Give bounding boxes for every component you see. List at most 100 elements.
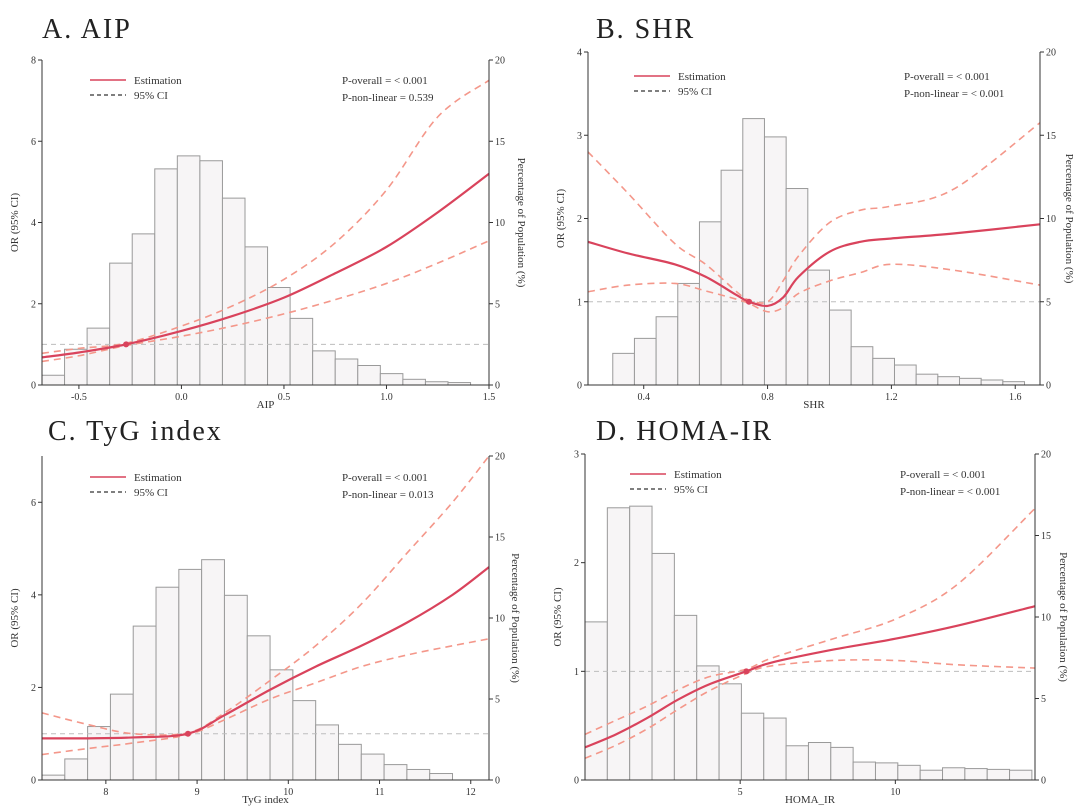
histogram-bar bbox=[893, 364, 917, 386]
histogram-bar bbox=[897, 764, 921, 781]
histogram-bar bbox=[360, 753, 385, 781]
histogram-bar bbox=[312, 350, 336, 386]
histogram-bar bbox=[937, 376, 961, 386]
histogram-bar bbox=[199, 160, 223, 386]
panel-title: A. AIP bbox=[42, 14, 132, 45]
histogram-bar bbox=[41, 774, 66, 781]
histogram-bar bbox=[986, 768, 1011, 781]
estimation-line bbox=[41, 566, 490, 740]
y-tick-label: 1 bbox=[574, 667, 579, 678]
y2-tick-label: 15 bbox=[1046, 131, 1056, 142]
histogram-bar bbox=[850, 346, 874, 386]
histogram-bar bbox=[655, 316, 679, 386]
y-tick-label: 2 bbox=[31, 683, 36, 694]
axes: 0 2 4 6 0 5 10 15 20 8 9 10 11 12 bbox=[31, 452, 505, 799]
histogram-bar bbox=[696, 665, 720, 781]
histogram-bar bbox=[807, 269, 830, 386]
histogram-bar bbox=[629, 505, 653, 781]
histogram-bar bbox=[651, 552, 675, 781]
histogram-bar bbox=[109, 262, 133, 386]
histogram-bar bbox=[86, 327, 111, 386]
panel-title: B. SHR bbox=[596, 14, 695, 45]
histogram-bar bbox=[964, 768, 988, 781]
histogram-bar bbox=[673, 614, 698, 781]
legend-estimation-label: Estimation bbox=[674, 469, 722, 481]
histogram-bar bbox=[223, 594, 248, 781]
histogram-bar bbox=[740, 712, 765, 781]
histogram bbox=[41, 155, 472, 386]
y-tick-label: 2 bbox=[574, 558, 579, 569]
x-tick-label: 0.5 bbox=[278, 392, 291, 403]
panel-title: C. TyG index bbox=[48, 416, 223, 447]
ci-upper-line bbox=[41, 79, 490, 355]
histogram-bar bbox=[132, 625, 157, 781]
y2-tick-label: 0 bbox=[1046, 381, 1051, 392]
histogram-bar bbox=[698, 221, 722, 386]
y2-tick-label: 10 bbox=[1046, 214, 1056, 225]
ci-upper-line bbox=[584, 507, 1036, 736]
axes: 0 2 4 6 8 0 5 10 15 20 -0.5 0.0 0.5 1.0 1.5 bbox=[31, 56, 505, 404]
histogram-bar bbox=[915, 373, 939, 386]
y2-axis-label: Percentage of Population (%) bbox=[1057, 552, 1069, 682]
p-overall-label: P-overall = < 0.001 bbox=[900, 469, 986, 481]
legend: Estimation 95% CI bbox=[630, 469, 722, 496]
histogram-bar bbox=[246, 635, 271, 781]
histogram-bar bbox=[1009, 769, 1033, 781]
x-tick-label: 1.5 bbox=[483, 392, 496, 403]
reference-point bbox=[123, 341, 130, 348]
y2-tick-label: 20 bbox=[1046, 48, 1056, 59]
histogram-bar bbox=[606, 507, 631, 781]
histogram-bar bbox=[402, 378, 426, 386]
p-overall-label: P-overall = < 0.001 bbox=[342, 472, 428, 484]
y-tick-label: 6 bbox=[31, 498, 36, 509]
histogram-bar bbox=[64, 758, 89, 781]
histogram-bar bbox=[337, 743, 362, 781]
x-axis-label: HOMA_IR bbox=[785, 794, 836, 806]
legend-ci-label: 95% CI bbox=[678, 86, 712, 98]
histogram-bar bbox=[942, 767, 966, 781]
histogram-bar bbox=[379, 373, 404, 386]
x-tick-label: 9 bbox=[195, 787, 200, 798]
histogram-bar bbox=[221, 197, 246, 386]
histogram-bar bbox=[315, 724, 339, 781]
y-tick-label: 0 bbox=[31, 381, 36, 392]
histogram-bar bbox=[269, 669, 294, 781]
legend-estimation-label: Estimation bbox=[134, 472, 182, 484]
y2-tick-label: 10 bbox=[1041, 613, 1051, 624]
histogram-bar bbox=[872, 357, 895, 386]
legend-ci-label: 95% CI bbox=[674, 484, 708, 496]
histogram-bar bbox=[41, 374, 66, 386]
p-overall-label: P-overall = < 0.001 bbox=[904, 71, 990, 83]
ci-upper-line bbox=[587, 122, 1041, 304]
y-tick-label: 4 bbox=[31, 218, 36, 229]
histogram-bar bbox=[292, 700, 317, 781]
panel-title: D. HOMA-IR bbox=[596, 416, 773, 447]
p-nonlinear-label: P-non-linear = 0.539 bbox=[342, 92, 434, 104]
y2-axis-label: Percentage of Population (%) bbox=[1063, 154, 1075, 284]
legend-estimation-label: Estimation bbox=[134, 75, 182, 87]
legend: Estimation 95% CI bbox=[634, 71, 726, 98]
y2-axis-label: Percentage of Population (%) bbox=[509, 553, 521, 683]
y2-tick-label: 5 bbox=[1046, 297, 1051, 308]
histogram-bar bbox=[244, 246, 269, 386]
y2-axis-label: Percentage of Population (%) bbox=[515, 158, 527, 288]
x-tick-label: 5 bbox=[738, 787, 743, 798]
histogram-bar bbox=[612, 352, 635, 386]
panel-2: B. SHR 0 1 2 3 4 0 5 10 15 20 0.4 0.8 1.2 1.6 SHR OR (95… bbox=[555, 14, 1075, 411]
histogram-bar bbox=[852, 761, 876, 781]
histogram-bar bbox=[357, 365, 381, 386]
ci-lower-line bbox=[587, 263, 1041, 313]
y-tick-label: 2 bbox=[577, 214, 582, 225]
x-tick-label: 0.0 bbox=[175, 392, 188, 403]
histogram-bar bbox=[154, 168, 178, 386]
histogram-bar bbox=[677, 282, 700, 386]
estimation-line bbox=[41, 172, 490, 359]
axes: 0 1 2 3 4 0 5 10 15 20 0.4 0.8 1.2 1.6 bbox=[577, 48, 1056, 404]
x-tick-label: 11 bbox=[375, 787, 385, 798]
histogram-bar bbox=[763, 717, 787, 781]
y2-tick-label: 5 bbox=[1041, 694, 1046, 705]
histogram-bar bbox=[633, 337, 657, 386]
y2-tick-label: 0 bbox=[495, 776, 500, 787]
x-tick-label: 12 bbox=[466, 787, 476, 798]
histogram-bar bbox=[807, 742, 832, 781]
